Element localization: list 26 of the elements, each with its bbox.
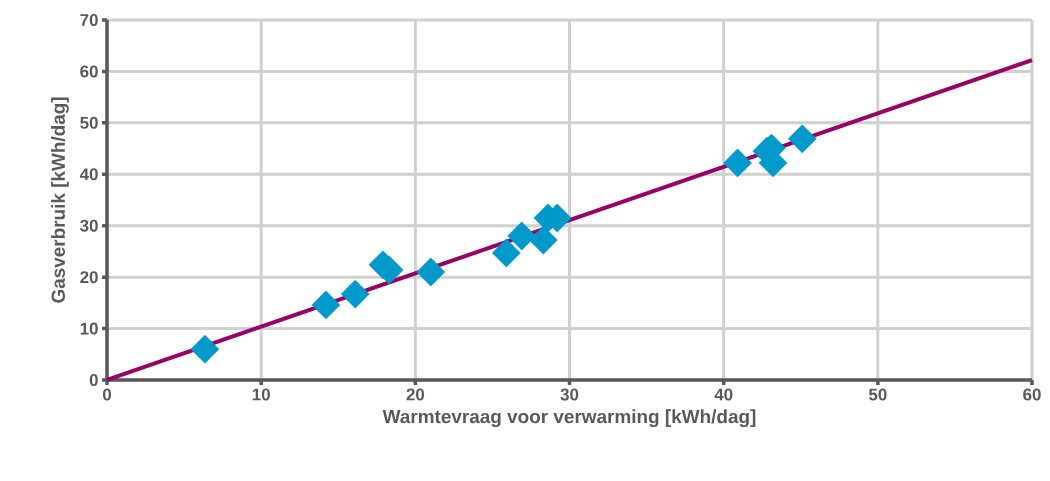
point	[311, 290, 341, 320]
y-tick-label: 60	[80, 65, 98, 78]
x-tick-label: 20	[406, 388, 425, 401]
point	[416, 257, 446, 287]
y-tick-label: 10	[80, 322, 98, 335]
y-tick-label: 30	[80, 219, 98, 232]
point	[528, 225, 558, 255]
x-tick-label: 40	[714, 388, 733, 401]
y-tick-label: 40	[79, 168, 98, 181]
y-tick-label: 50	[80, 116, 98, 129]
y-axis-title: Gasverbruik [kWh/dag]	[51, 97, 69, 303]
point	[507, 221, 537, 251]
x-tick-label: 60	[1023, 388, 1041, 401]
x-tick-label: 0	[102, 388, 112, 401]
y-tick-label: 0	[89, 373, 98, 386]
point	[723, 148, 752, 178]
x-axis-title: Warmtevraag voor verwarming [kWh/dag]	[382, 409, 756, 428]
point	[340, 279, 370, 309]
point	[491, 238, 521, 268]
x-tick-label: 50	[868, 388, 887, 401]
y-tick-label: 70	[80, 13, 98, 26]
x-tick-label: 10	[252, 388, 270, 401]
y-tick-label: 20	[80, 271, 98, 284]
x-tick-label: 30	[560, 388, 579, 401]
point	[787, 124, 817, 154]
point	[190, 334, 220, 364]
